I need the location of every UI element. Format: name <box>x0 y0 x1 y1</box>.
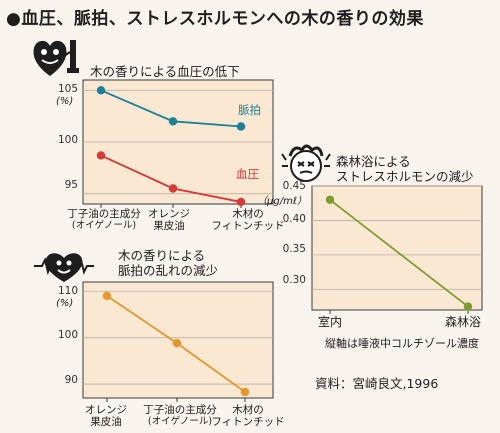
chart1-series-2-point-2 <box>168 184 178 193</box>
chart1-xlabel-1: 丁子油の主成分 (オイゲノール) <box>58 208 150 232</box>
chart3-series-1-point-1 <box>325 195 335 204</box>
chart1-xlabel-1-main: 丁子油の主成分 <box>67 208 141 220</box>
chart1-xlabel-2-main: オレンジ <box>148 208 190 220</box>
chart1-series-label-bp: 血圧 <box>236 167 259 181</box>
chart1-title: 木の香りによる血圧の低下 <box>90 64 240 79</box>
chart1-ytick-105: 105 <box>57 83 78 95</box>
chart1-xlabel-2: オレンジ 果皮油 <box>143 208 195 232</box>
chart2-xlabel-1-main: オレンジ <box>85 404 127 416</box>
chart2-title-line-1: 木の香りによる <box>118 248 206 263</box>
chart2-series-1-point-1 <box>102 291 112 301</box>
chart2-title-line-2: 脈拍の乱れの減少 <box>118 263 219 278</box>
source-citation: 資料：宮崎良文,1996 <box>315 376 439 391</box>
chart1-xlabel-2-sub: 果皮油 <box>153 220 185 232</box>
chart2-xlabel-2-main: 丁子油の主成分 <box>143 404 217 416</box>
chart1-ytick-95: 95 <box>64 179 78 191</box>
chart1-xlabel-3-main: 木材の <box>232 208 264 220</box>
chart1-xlabel-1-sub: (オイゲノール) <box>71 220 137 231</box>
chart2-ytick-100: 100 <box>57 329 78 341</box>
page-title: ●血圧、脈拍、ストレスホルモンへの木の香りの効果 <box>6 9 424 29</box>
chart3-ytick-030: 0.30 <box>282 274 306 286</box>
chart2-xlabel-1-sub: 果皮油 <box>90 416 122 428</box>
chart2-xlabel-3-main: 木材の <box>232 404 264 416</box>
chart3-ytick-040: 0.40 <box>282 213 306 225</box>
chart1-series-1-point-1 <box>96 86 106 95</box>
grid-layer <box>83 89 482 402</box>
chart1-series-label-pulse: 脈拍 <box>238 103 261 117</box>
chart3-xlabel-2: 森林浴 <box>444 315 481 329</box>
chart2-unit: (%) <box>56 298 74 309</box>
chart3-xlabel-1: 室内 <box>317 315 342 329</box>
chart2-xlabel-2: 丁子油の主成分 (オイゲノール) <box>132 404 228 428</box>
stressed-face-icon <box>281 144 331 182</box>
chart1-series-1-point-2 <box>168 117 178 126</box>
chart2-xlabel-3-sub: フィトンチッド <box>211 416 285 428</box>
chart2-xlabel-2-sub: (オイゲノール) <box>147 416 213 427</box>
heart-with-blood-pressure-gauge-icon <box>33 40 79 76</box>
chart3-xaxis-note: 縦軸は唾液中コルチゾール濃度 <box>325 337 479 350</box>
chart3-series-1-line <box>329 199 469 308</box>
chart3-ytick-045: 0.45 <box>282 180 306 192</box>
chart2-ytick-90: 90 <box>64 374 78 386</box>
chart3-title: 森林浴による ストレスホルモンの減少 <box>336 154 474 184</box>
chart3-title-line-2: ストレスホルモンの減少 <box>336 169 474 184</box>
chart1-series-1-point-3 <box>236 122 246 131</box>
chart2-xlabel-3: 木材の フィトンチッド <box>210 404 286 428</box>
chart2-series-1-point-2 <box>172 339 182 348</box>
chart3-ytick-035: 0.35 <box>282 243 306 255</box>
heart-pulse-face-icon <box>34 253 94 282</box>
chart3-series-1-point-2 <box>463 302 473 311</box>
chart1-series-2-point-3 <box>236 197 246 207</box>
chart3-title-line-1: 森林浴による <box>336 154 411 169</box>
chart3-unit: （μg/mℓ） <box>257 196 307 207</box>
chart1-unit: (%) <box>56 96 74 107</box>
chart1-ytick-100: 100 <box>57 134 78 146</box>
chart1-xlabel-3: 木材の フィトンチッド <box>210 208 286 232</box>
chart2-title: 木の香りによる 脈拍の乱れの減少 <box>118 248 218 278</box>
chart2-ytick-110: 110 <box>57 285 78 297</box>
chart1-xlabel-3-sub: フィトンチッド <box>211 220 285 232</box>
chart2-xlabel-1: オレンジ 果皮油 <box>80 404 132 428</box>
series-points-layer <box>96 86 473 397</box>
chart1-series-2-point-1 <box>96 151 106 160</box>
chart2-series-1-point-3 <box>240 387 250 397</box>
